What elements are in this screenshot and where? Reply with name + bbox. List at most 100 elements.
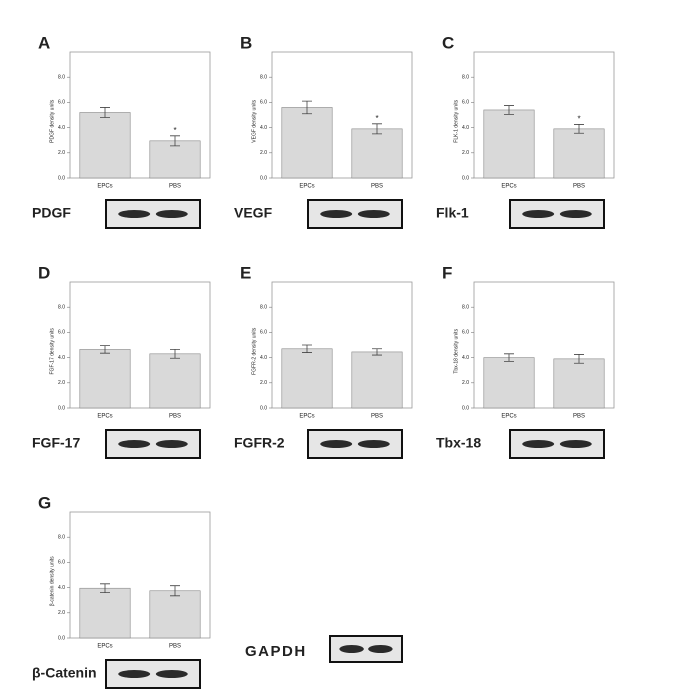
y-tick-label: 6.0 bbox=[462, 100, 469, 106]
bar bbox=[281, 348, 333, 409]
plot-frame bbox=[473, 281, 615, 409]
x-tick-label: PBS bbox=[573, 184, 585, 190]
y-tick-label: 8.0 bbox=[260, 305, 267, 311]
x-tick-label: EPCs bbox=[299, 184, 314, 190]
y-tick-label: 4.0 bbox=[58, 355, 65, 361]
y-tick-label: 8.0 bbox=[58, 535, 65, 541]
y-tick-label: 2.0 bbox=[462, 150, 469, 156]
y-tick-label: 0.0 bbox=[58, 635, 65, 641]
y-tick-label: 0.0 bbox=[462, 175, 469, 181]
bar bbox=[351, 128, 403, 179]
y-tick-label: 0.0 bbox=[260, 175, 267, 181]
blot-label: Flk-1 bbox=[436, 205, 469, 221]
plot-frame bbox=[271, 51, 413, 179]
error-bar bbox=[100, 583, 110, 594]
blot-band bbox=[559, 440, 592, 448]
blot-band bbox=[357, 210, 390, 218]
y-tick-label: 6.0 bbox=[58, 560, 65, 566]
plot-frame bbox=[69, 281, 211, 409]
y-axis-label: β-catenin density units bbox=[49, 556, 55, 606]
x-tick-label: PBS bbox=[169, 184, 181, 190]
panel-label: B bbox=[240, 33, 252, 52]
x-tick-label: EPCs bbox=[501, 414, 516, 420]
bar bbox=[483, 357, 535, 409]
bar bbox=[79, 587, 131, 639]
error-bar bbox=[504, 353, 514, 362]
y-tick-label: 0.0 bbox=[58, 405, 65, 411]
y-axis-label: FGF-17 density units bbox=[49, 328, 55, 375]
y-tick-label: 8.0 bbox=[462, 75, 469, 81]
blot-label: Tbx-18 bbox=[436, 435, 481, 451]
blot-label: PDGF bbox=[32, 205, 71, 221]
panel-label: A bbox=[38, 33, 50, 52]
plot-frame bbox=[473, 51, 615, 179]
bar bbox=[281, 107, 333, 179]
y-tick-label: 0.0 bbox=[260, 405, 267, 411]
bar bbox=[553, 128, 605, 179]
significance-marker: * bbox=[375, 114, 378, 123]
y-tick-label: 6.0 bbox=[260, 330, 267, 336]
blot-band bbox=[368, 645, 393, 653]
blot-band bbox=[559, 210, 592, 218]
blot-band bbox=[118, 440, 151, 448]
bar bbox=[79, 349, 131, 409]
bar bbox=[149, 590, 201, 639]
blot-band bbox=[522, 210, 555, 218]
error-bar bbox=[372, 123, 382, 135]
y-axis-label: VEGF density units bbox=[251, 99, 257, 142]
y-tick-label: 6.0 bbox=[462, 330, 469, 336]
error-bar bbox=[100, 345, 110, 354]
y-tick-label: 2.0 bbox=[462, 380, 469, 386]
x-tick-label: PBS bbox=[169, 414, 181, 420]
blot-label: FGF-17 bbox=[32, 435, 80, 451]
blot-band bbox=[155, 210, 188, 218]
x-tick-label: EPCs bbox=[97, 644, 112, 650]
plot-frame bbox=[69, 51, 211, 179]
y-tick-label: 8.0 bbox=[260, 75, 267, 81]
y-axis-label: FGFR-2 density units bbox=[251, 327, 257, 375]
x-tick-label: PBS bbox=[169, 644, 181, 650]
bar bbox=[149, 140, 201, 179]
blot-band bbox=[118, 670, 151, 678]
panel-label: E bbox=[240, 263, 251, 282]
panel-label: C bbox=[442, 33, 454, 52]
y-tick-label: 4.0 bbox=[58, 585, 65, 591]
y-tick-label: 0.0 bbox=[58, 175, 65, 181]
blot-band bbox=[320, 440, 353, 448]
panel-label: D bbox=[38, 263, 50, 282]
y-tick-label: 2.0 bbox=[260, 380, 267, 386]
blot-band bbox=[155, 670, 188, 678]
y-tick-label: 4.0 bbox=[58, 125, 65, 131]
y-tick-label: 8.0 bbox=[58, 305, 65, 311]
bar bbox=[149, 353, 201, 409]
y-tick-label: 8.0 bbox=[58, 75, 65, 81]
y-tick-label: 2.0 bbox=[58, 610, 65, 616]
error-bar bbox=[574, 124, 584, 134]
loading-control-label: GAPDH bbox=[245, 643, 307, 660]
error-bar bbox=[170, 585, 180, 597]
error-bar bbox=[302, 344, 312, 353]
y-tick-label: 2.0 bbox=[260, 150, 267, 156]
blot-band bbox=[118, 210, 151, 218]
error-bar bbox=[170, 349, 180, 359]
blot-label: VEGF bbox=[234, 205, 273, 221]
blot-band bbox=[155, 440, 188, 448]
error-bar bbox=[302, 100, 312, 115]
y-axis-label: FLK-1 density units bbox=[453, 99, 459, 142]
x-tick-label: EPCs bbox=[97, 184, 112, 190]
y-tick-label: 4.0 bbox=[462, 355, 469, 361]
plot-frame bbox=[69, 511, 211, 639]
y-axis-label: PDGF density units bbox=[49, 99, 55, 143]
bar bbox=[79, 112, 131, 179]
significance-marker: * bbox=[577, 115, 580, 124]
y-tick-label: 4.0 bbox=[260, 125, 267, 131]
error-bar bbox=[372, 348, 382, 356]
error-bar bbox=[170, 135, 180, 147]
y-tick-label: 0.0 bbox=[462, 405, 469, 411]
x-tick-label: PBS bbox=[371, 414, 383, 420]
blot-band bbox=[320, 210, 353, 218]
panel-label: F bbox=[442, 263, 452, 282]
error-bar bbox=[100, 107, 110, 118]
x-tick-label: EPCs bbox=[299, 414, 314, 420]
